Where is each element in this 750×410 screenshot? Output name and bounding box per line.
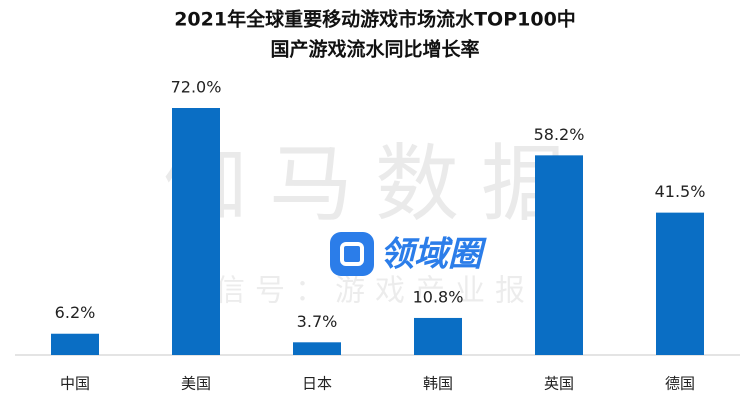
watermark: 微信号：游戏产业报告 — [175, 274, 575, 309]
bar — [414, 317, 462, 355]
logo-icon-inner — [340, 242, 364, 266]
x-tick-label: 英国 — [544, 375, 574, 393]
value-label: 6.2% — [55, 303, 96, 322]
logo-icon — [330, 232, 374, 276]
x-tick-label: 韩国 — [423, 375, 453, 393]
bar — [535, 155, 583, 355]
value-label: 41.5% — [655, 182, 706, 201]
x-tick-label: 中国 — [60, 375, 90, 393]
watermark-logo: 领域圈 — [330, 232, 487, 276]
watermark: 领域圈 — [380, 235, 487, 275]
bar — [51, 333, 99, 355]
chart-subtitle: 国产游戏流水同比增长率 — [270, 38, 479, 61]
value-label: 10.8% — [413, 287, 464, 306]
value-label: 72.0% — [171, 78, 222, 97]
value-label: 3.7% — [297, 312, 338, 331]
x-tick-label: 美国 — [181, 375, 211, 393]
chart-title: 2021年全球重要移动游戏市场流水TOP100中 — [174, 8, 576, 31]
x-tick-label: 日本 — [302, 375, 332, 393]
value-label: 58.2% — [534, 125, 585, 144]
x-tick-label: 德国 — [665, 375, 695, 393]
bar — [656, 212, 704, 355]
bar — [172, 108, 220, 355]
watermark: 伽马数据 — [163, 135, 587, 233]
bar — [293, 342, 341, 355]
